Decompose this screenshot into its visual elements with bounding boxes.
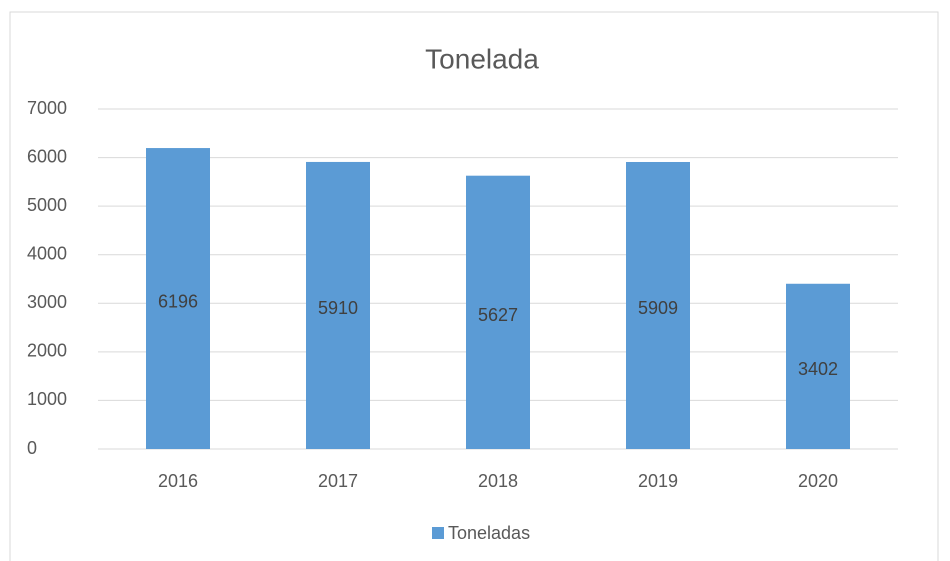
legend-swatch: [432, 527, 444, 539]
y-tick-label: 6000: [27, 146, 67, 166]
y-tick-label: 7000: [27, 98, 67, 118]
data-label: 6196: [158, 291, 198, 311]
bar: [466, 175, 530, 449]
y-tick-label: 1000: [27, 389, 67, 409]
legend-label: Toneladas: [448, 523, 530, 543]
data-label: 5909: [638, 298, 678, 318]
y-tick-label: 3000: [27, 292, 67, 312]
bar: [626, 161, 690, 449]
bar: [786, 283, 850, 449]
data-label: 5627: [478, 305, 518, 325]
y-tick-label: 4000: [27, 243, 67, 263]
x-tick-label: 2018: [478, 471, 518, 491]
x-tick-label: 2020: [798, 471, 838, 491]
bar: [146, 148, 210, 449]
x-tick-label: 2016: [158, 471, 198, 491]
x-tick-label: 2019: [638, 471, 678, 491]
chart-title: Tonelada: [425, 43, 539, 74]
y-tick-label: 5000: [27, 195, 67, 215]
data-label: 3402: [798, 359, 838, 379]
x-tick-label: 2017: [318, 471, 358, 491]
data-label: 5910: [318, 298, 358, 318]
bar: [306, 161, 370, 449]
y-tick-label: 0: [27, 438, 37, 458]
y-tick-label: 2000: [27, 341, 67, 361]
